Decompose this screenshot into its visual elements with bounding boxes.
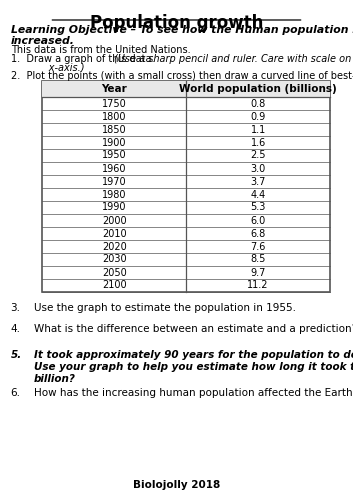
Text: This data is from the United Nations.: This data is from the United Nations. [11, 45, 190, 55]
Text: 0.8: 0.8 [251, 98, 266, 108]
Text: 1980: 1980 [102, 190, 126, 200]
Text: 3.0: 3.0 [251, 164, 266, 173]
Text: 0.9: 0.9 [251, 112, 266, 122]
Text: 1900: 1900 [102, 138, 126, 147]
Text: 1950: 1950 [102, 150, 127, 160]
Text: 4.4: 4.4 [251, 190, 266, 200]
Text: 7.6: 7.6 [250, 242, 266, 252]
Text: x-axis.): x-axis.) [30, 62, 84, 72]
Text: How has the increasing human population affected the Earth’s resources?: How has the increasing human population … [34, 388, 353, 398]
Text: 3.7: 3.7 [250, 176, 266, 186]
Text: 1960: 1960 [102, 164, 126, 173]
Text: 3.: 3. [11, 303, 20, 313]
Text: 2000: 2000 [102, 216, 127, 226]
Text: increased.: increased. [11, 36, 74, 46]
Text: Year: Year [101, 84, 127, 94]
Text: It took approximately 90 years for the population to double from 1 - 2 billion.: It took approximately 90 years for the p… [34, 350, 353, 360]
Text: 2.5: 2.5 [250, 150, 266, 160]
Text: 1.  Draw a graph of this data.: 1. Draw a graph of this data. [11, 54, 157, 64]
Text: 2050: 2050 [102, 268, 127, 278]
Text: 1.6: 1.6 [251, 138, 266, 147]
Text: Use the graph to estimate the population in 1955.: Use the graph to estimate the population… [34, 303, 295, 313]
Text: 9.7: 9.7 [250, 268, 266, 278]
Text: 1850: 1850 [102, 124, 127, 134]
Text: 6.: 6. [11, 388, 20, 398]
Text: Use your graph to help you estimate how long it took to double again to 4: Use your graph to help you estimate how … [34, 362, 353, 372]
Text: 1.1: 1.1 [251, 124, 266, 134]
Text: 1990: 1990 [102, 202, 126, 212]
Text: 6.0: 6.0 [251, 216, 266, 226]
Text: 4.: 4. [11, 324, 20, 334]
Text: 1970: 1970 [102, 176, 127, 186]
Bar [42, 81, 330, 292]
Text: Population growth: Population growth [90, 14, 263, 32]
Text: 2010: 2010 [102, 228, 127, 238]
Text: 5.: 5. [11, 350, 22, 360]
Text: World population (billions): World population (billions) [179, 84, 337, 94]
Bar [42, 81, 330, 97]
Text: Biolojolly 2018: Biolojolly 2018 [133, 480, 220, 490]
Text: 8.5: 8.5 [250, 254, 266, 264]
Text: 11.2: 11.2 [247, 280, 269, 290]
Text: 1800: 1800 [102, 112, 126, 122]
Text: What is the difference between an estimate and a prediction?: What is the difference between an estima… [34, 324, 353, 334]
Text: (Use a sharp pencil and ruler. Care with scale on the: (Use a sharp pencil and ruler. Care with… [114, 54, 353, 64]
Text: 1750: 1750 [102, 98, 127, 108]
Text: 6.8: 6.8 [251, 228, 266, 238]
Text: 5.3: 5.3 [250, 202, 266, 212]
Text: 2.  Plot the points (with a small cross) then draw a curved line of best-fit.: 2. Plot the points (with a small cross) … [11, 71, 353, 81]
Text: 2020: 2020 [102, 242, 127, 252]
Text: billion?: billion? [34, 374, 76, 384]
Text: 2100: 2100 [102, 280, 127, 290]
Text: Learning Objective – To see how the Human population has: Learning Objective – To see how the Huma… [11, 25, 353, 35]
Text: 2030: 2030 [102, 254, 127, 264]
